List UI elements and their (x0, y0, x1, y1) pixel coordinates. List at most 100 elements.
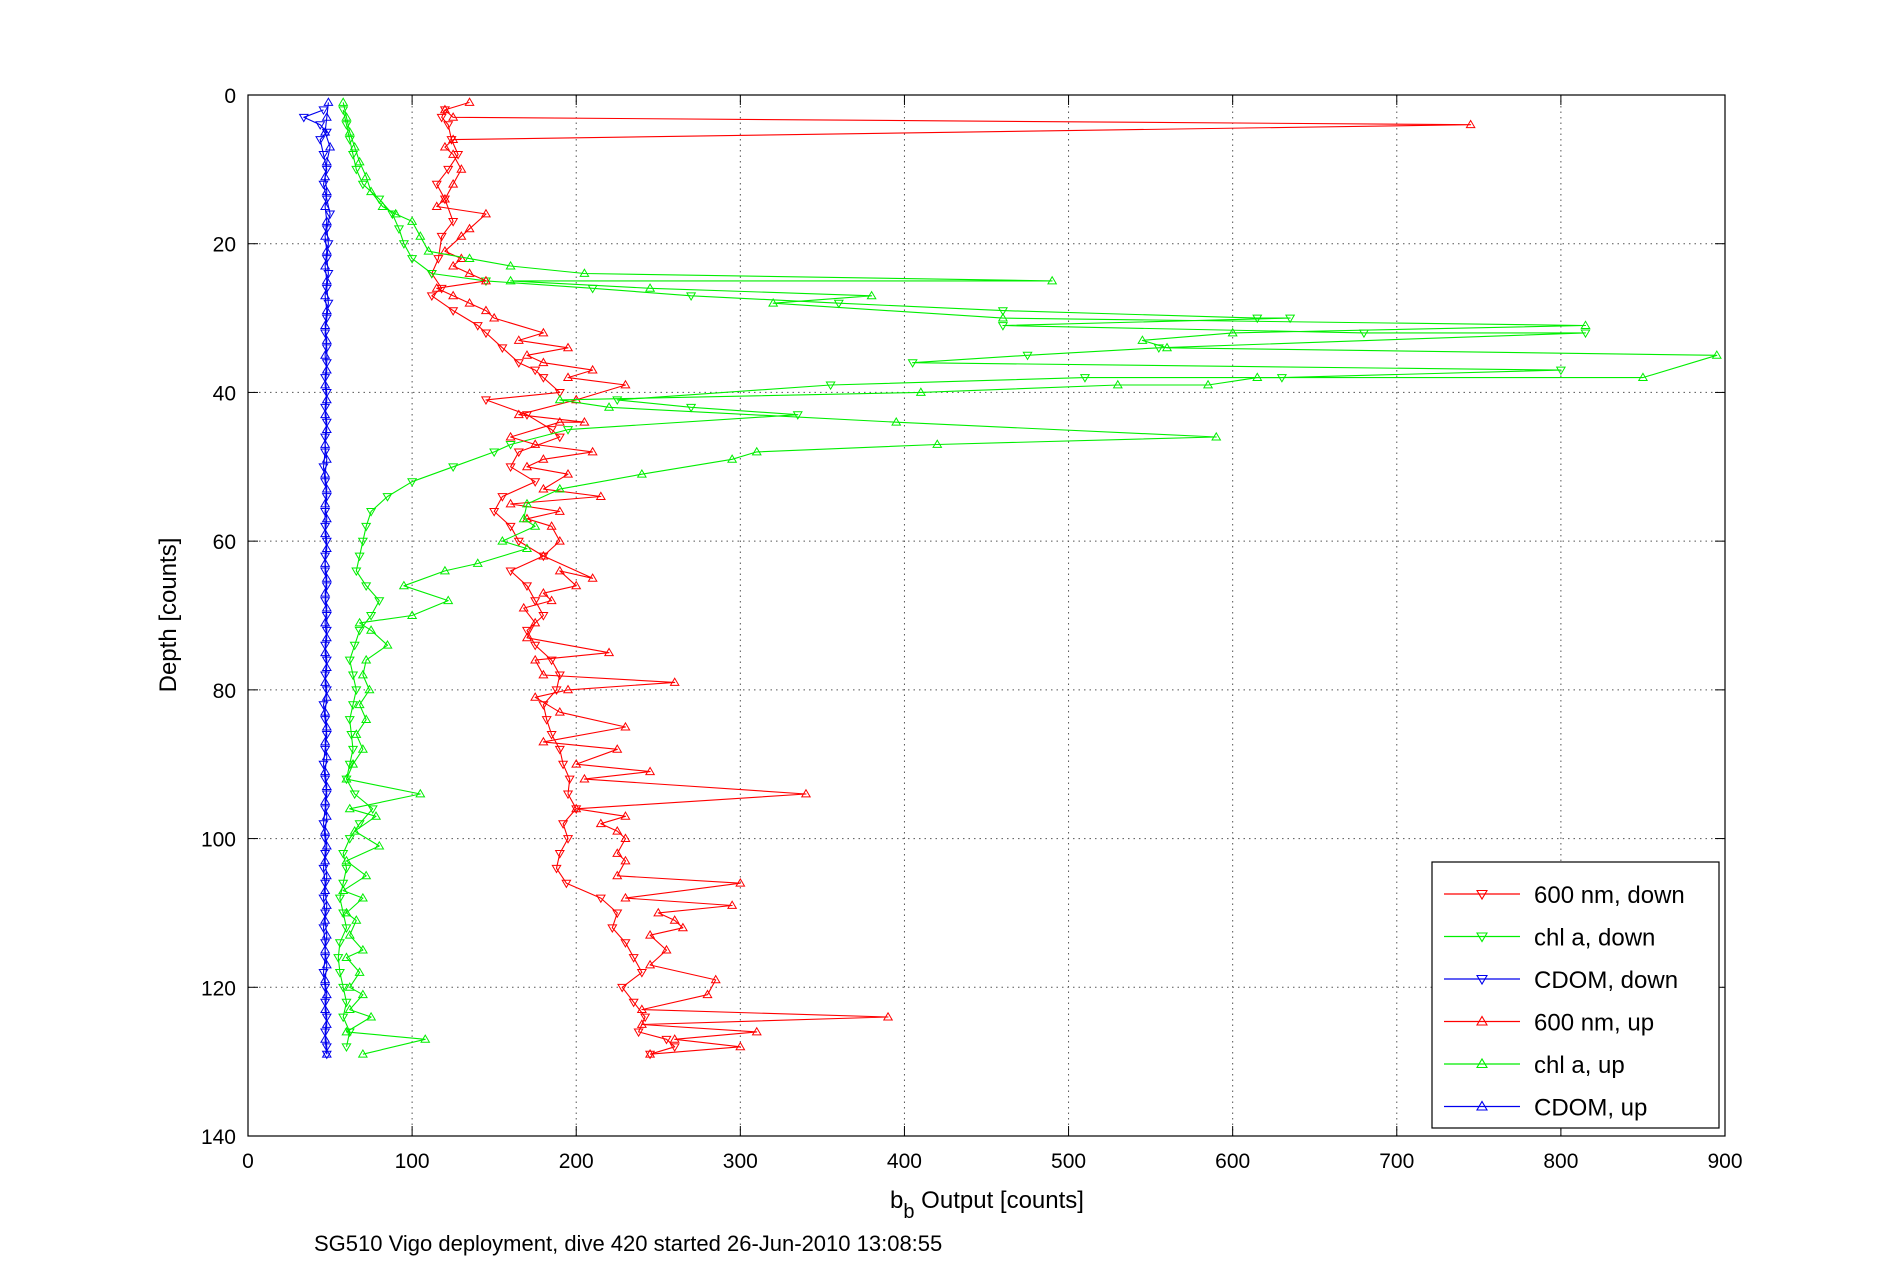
data-point (661, 1035, 672, 1045)
data-point (464, 268, 475, 277)
data-point (439, 106, 451, 116)
data-point (320, 379, 331, 389)
data-point (320, 855, 331, 865)
data-point (530, 654, 541, 664)
y-tick-label: 60 (213, 531, 236, 554)
data-point (538, 669, 549, 679)
data-point (320, 320, 331, 329)
data-point (1047, 275, 1058, 285)
data-point (320, 974, 331, 984)
data-point (382, 493, 393, 502)
data-point (564, 775, 575, 785)
data-point (505, 522, 516, 532)
data-point (554, 535, 565, 545)
data-point (472, 322, 483, 331)
data-point (374, 840, 385, 850)
data-point (357, 669, 368, 679)
data-point (334, 968, 345, 978)
y-tick-label: 140 (201, 1126, 236, 1149)
data-point (1580, 329, 1591, 339)
data-point (377, 201, 388, 210)
data-point (448, 149, 459, 158)
data-point (521, 461, 533, 471)
data-point (361, 654, 372, 664)
data-point (320, 588, 331, 597)
data-point (321, 388, 332, 398)
data-point (334, 894, 345, 904)
data-point (321, 1043, 332, 1052)
data-point (562, 790, 574, 800)
data-point (324, 141, 336, 151)
data-point (669, 915, 680, 924)
data-point (448, 290, 459, 300)
data-point (407, 216, 418, 225)
data-point (1580, 320, 1591, 329)
data-point (792, 411, 803, 420)
data-point (320, 528, 331, 538)
data-point (710, 974, 721, 984)
data-point (321, 870, 332, 880)
data-point (320, 201, 331, 210)
data-point (997, 307, 1008, 316)
data-point (347, 759, 359, 768)
data-point (341, 112, 352, 121)
data-point (321, 128, 332, 138)
data-point (321, 959, 332, 969)
data-point (480, 305, 492, 315)
data-point (321, 751, 332, 761)
data-point (530, 478, 541, 487)
data-point (620, 721, 631, 731)
series-600-nm-down (426, 106, 680, 1060)
data-point (436, 232, 447, 242)
data-point (541, 716, 552, 725)
data-point (436, 113, 447, 123)
data-point (334, 939, 345, 948)
series-line-cdom-down (303, 109, 331, 1055)
plot-frame (247, 94, 1726, 1137)
grid (248, 95, 1725, 1136)
data-point (530, 366, 541, 376)
data-point (320, 677, 331, 686)
data-point (538, 454, 549, 463)
data-point (298, 113, 309, 123)
data-point (546, 521, 557, 530)
data-point (357, 1049, 368, 1058)
data-point (538, 327, 549, 337)
data-point (351, 165, 362, 175)
data-point (464, 253, 475, 263)
legend-swatch-marker (1476, 974, 1488, 986)
data-point (321, 1019, 332, 1028)
data-point (521, 626, 533, 636)
data-point (607, 924, 618, 933)
data-point (554, 416, 565, 426)
data-point (351, 567, 362, 577)
data-point (420, 1034, 431, 1043)
data-point (612, 870, 623, 880)
data-point (562, 835, 574, 844)
data-point (538, 357, 549, 367)
data-point (825, 381, 836, 391)
data-point (354, 967, 365, 976)
data-point (603, 402, 615, 411)
data-point (554, 388, 565, 398)
data-point (1022, 351, 1033, 361)
data-point (1079, 374, 1091, 383)
data-point (320, 552, 331, 562)
data-point (1711, 350, 1722, 359)
data-point (344, 982, 355, 991)
data-point (1112, 379, 1123, 389)
data-point (571, 580, 582, 590)
data-point (530, 641, 541, 651)
data-point (636, 968, 647, 978)
series-600-nm-up (431, 97, 1476, 1058)
x-tick-label: 200 (559, 1150, 594, 1173)
data-point (320, 944, 331, 954)
data-point (320, 409, 331, 419)
data-point (617, 983, 628, 993)
data-point (644, 283, 656, 292)
data-point (320, 909, 331, 919)
data-point (354, 626, 365, 636)
data-point (1285, 314, 1296, 324)
data-point (997, 312, 1008, 322)
